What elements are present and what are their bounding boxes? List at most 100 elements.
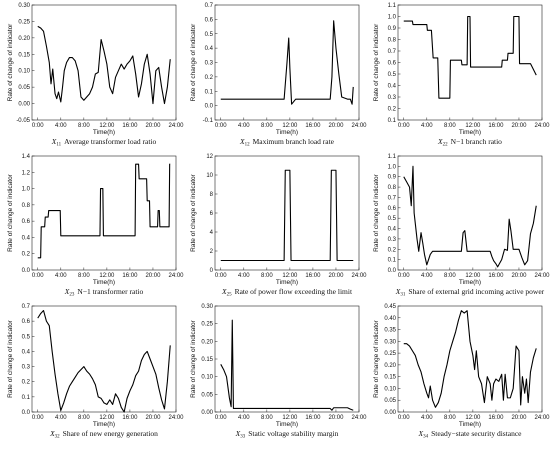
y-tick-label: 0.6 [22, 319, 31, 325]
x-tick-label: 12:00 [99, 415, 115, 421]
y-tick-label: 0.30 [18, 3, 30, 9]
panel-caption: X31 Share of external grid incoming activ… [395, 287, 545, 298]
chart-panel-1: -0.05 0.00 0.05 0.10 0.15 0.20 0.25 0.30 0:00 4:0… [7, 3, 184, 148]
x-tick-label: 16:00 [305, 273, 321, 279]
y-tick-label: 0.3 [388, 237, 397, 243]
y-axis-label: Rate of change of indicator [7, 23, 14, 102]
series-line [403, 15, 537, 99]
x-tick-label: 24:00 [168, 415, 184, 421]
caption-symbol: X [239, 137, 245, 146]
x-tick-label: 8:00 [261, 273, 273, 279]
y-tick-label: 0.40 [384, 316, 396, 322]
y-tick-label: 0.7 [388, 49, 397, 55]
y-tick-label: 0.05 [201, 392, 213, 398]
x-tick-label: 4:00 [238, 415, 250, 421]
caption-subscript: 12 [245, 143, 251, 148]
y-tick-label: 0.00 [201, 410, 213, 416]
caption-symbol: X [395, 287, 401, 296]
caption-subscript: 32 [55, 435, 61, 440]
x-tick-label: 0:00 [398, 415, 410, 421]
x-tick-label: 8:00 [261, 415, 273, 421]
y-tick-label: 0.5 [388, 72, 397, 78]
y-tick-label: 0.1 [205, 89, 214, 95]
y-tick-label: 1.4 [22, 154, 31, 160]
caption-subscript: 11 [56, 143, 61, 148]
y-tick-label: 0.20 [201, 339, 213, 345]
y-tick-label: 6 [210, 211, 214, 217]
y-tick-label: 4 [210, 230, 214, 236]
x-tick-label: 4:00 [55, 415, 67, 421]
x-tick-label: 20:00 [511, 123, 527, 129]
caption-text: N−1 branch ratio [451, 137, 503, 146]
x-tick-label: 4:00 [421, 123, 433, 129]
x-tick-label: 20:00 [145, 273, 161, 279]
y-tick-label: 1.0 [388, 15, 397, 21]
y-tick-label: 0.3 [22, 365, 31, 371]
y-tick-label: 0.10 [201, 375, 213, 381]
y-tick-label: 0.3 [388, 95, 397, 101]
x-tick-label: 20:00 [328, 123, 344, 129]
x-tick-label: 24:00 [534, 415, 550, 421]
y-tick-label: 0.15 [18, 52, 30, 58]
y-tick-label: 8 [210, 192, 214, 198]
y-tick-label: 12 [206, 154, 213, 160]
y-tick-label: 0.2 [22, 252, 31, 258]
y-tick-label: 0.4 [205, 46, 214, 52]
chart-panel-7: 0.0 0.1 0.2 0.3 0.4 0.5 0.6 0.7 0:00 4:00 8:00 12:0… [7, 304, 184, 440]
caption-symbol: X [437, 137, 443, 146]
y-tick-label: 0.0 [22, 410, 31, 416]
y-tick-label: 0.10 [18, 69, 30, 75]
y-tick-label: 0.05 [384, 398, 396, 404]
x-tick-label: 24:00 [351, 273, 367, 279]
x-tick-label: 20:00 [511, 273, 527, 279]
y-tick-label: 1.0 [388, 164, 397, 170]
x-tick-label: 16:00 [122, 273, 138, 279]
y-tick-label: 0.05 [18, 85, 30, 91]
series-line [403, 310, 537, 408]
x-tick-label: 0:00 [398, 273, 410, 279]
y-tick-label: 0.9 [388, 175, 397, 181]
y-tick-label: 0.15 [201, 357, 213, 363]
x-tick-label: 16:00 [122, 123, 138, 129]
y-tick-label: 0.5 [22, 334, 31, 340]
x-tick-label: 0:00 [215, 415, 227, 421]
x-tick-label: 4:00 [238, 273, 250, 279]
x-tick-label: 24:00 [534, 123, 550, 129]
panel-caption: X23 N−1 transformer ratio [64, 287, 144, 298]
y-tick-label: 0.6 [388, 206, 397, 212]
caption-symbol: X [417, 429, 423, 438]
x-tick-label: 16:00 [122, 415, 138, 421]
x-axis-label: Time(h) [459, 279, 481, 286]
caption-symbol: X [235, 429, 241, 438]
panel-caption: X22 N−1 branch ratio [437, 137, 502, 148]
caption-subscript: 31 [400, 293, 406, 298]
y-tick-label: 0.3 [205, 61, 214, 67]
x-tick-label: 16:00 [488, 415, 504, 421]
y-tick-label: 0.0 [205, 104, 214, 110]
chart-panel-2: -0.1 0.0 0.1 0.2 0.3 0.4 0.5 0.6 0.7 0:00 4:00 8:00… [190, 3, 367, 148]
caption-symbol: X [64, 287, 70, 296]
y-tick-label: 1.1 [388, 154, 397, 160]
y-axis-label: Rate of change of indicator [190, 23, 197, 102]
panel-caption: X25 Rate of power flow exceeding the limi… [221, 287, 353, 298]
chart-panel-3: 0.1 0.2 0.3 0.4 0.5 0.6 0.7 0.8 0.9 1.0 1.1 0:00 4:0… [373, 3, 550, 148]
y-tick-label: 0.30 [384, 339, 396, 345]
y-tick-label: 0.4 [22, 349, 31, 355]
y-tick-label: 1.1 [388, 3, 397, 9]
y-axis-label: Rate of change of indicator [190, 319, 197, 398]
plot-frame [397, 305, 543, 413]
x-tick-label: 24:00 [351, 123, 367, 129]
panel-caption: X34 Steady−state security distance [417, 429, 522, 440]
panel-caption: X32 Share of new energy generation [49, 429, 158, 440]
y-tick-label: 0.5 [205, 32, 214, 38]
series-line [220, 169, 354, 262]
x-tick-label: 4:00 [238, 123, 250, 129]
x-axis-label: Time(h) [93, 421, 115, 428]
y-axis-label: Rate of change of indicator [7, 319, 14, 398]
y-tick-label: 0.20 [18, 36, 30, 42]
x-tick-label: 20:00 [145, 123, 161, 129]
x-axis-label: Time(h) [276, 421, 298, 428]
caption-text: Average transformer load ratio [64, 137, 156, 146]
y-tick-label: 0.1 [388, 118, 397, 124]
y-tick-label: -0.1 [203, 118, 214, 124]
